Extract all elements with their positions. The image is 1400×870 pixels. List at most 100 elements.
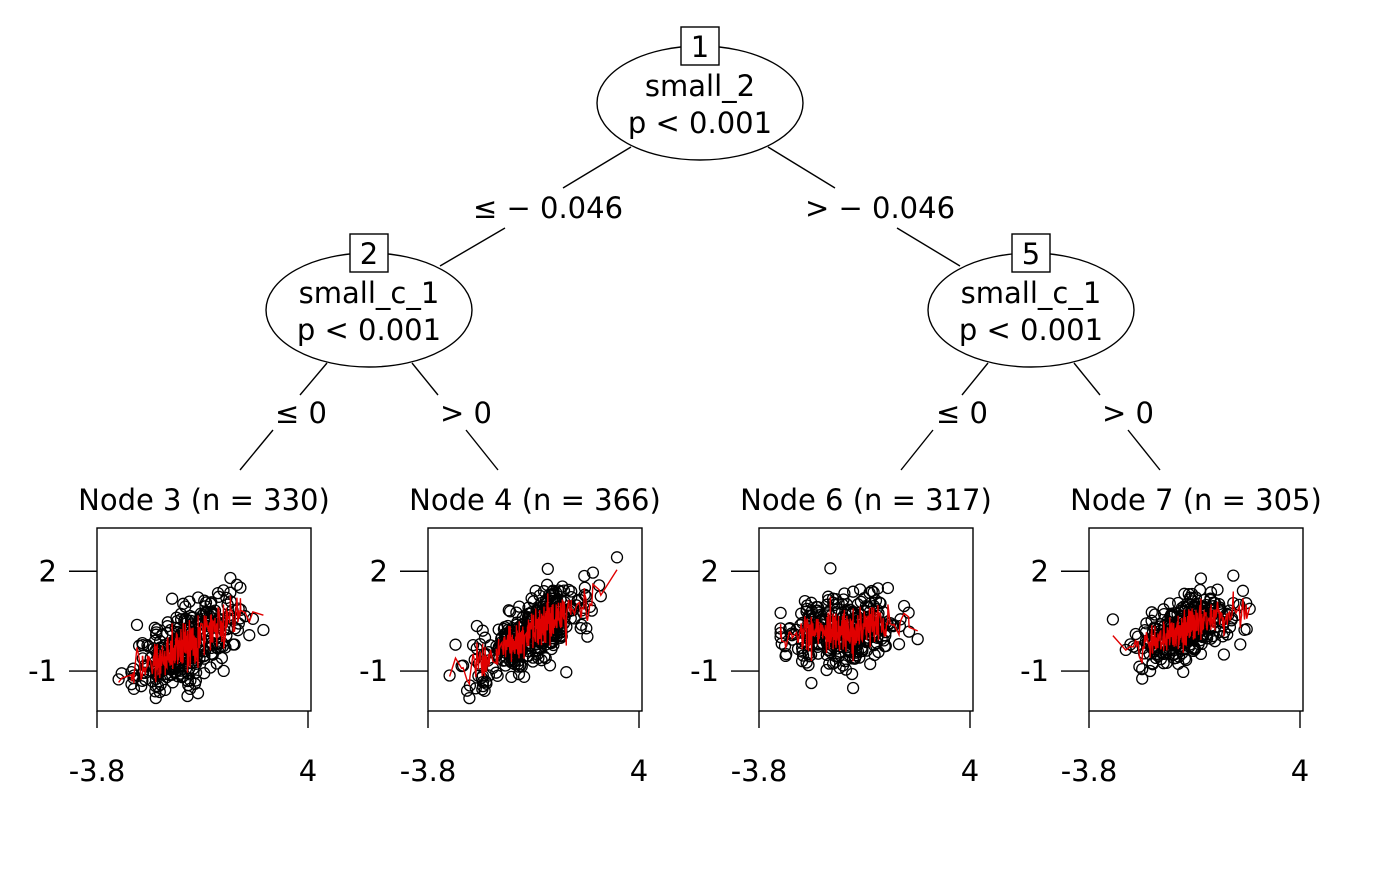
data-point xyxy=(1136,672,1149,685)
y-tick-label: 2 xyxy=(370,554,388,588)
data-point xyxy=(149,685,162,698)
data-point xyxy=(845,667,859,681)
fitted-line xyxy=(448,569,618,687)
data-point xyxy=(560,666,573,679)
edge-2-4-upper xyxy=(411,362,439,396)
x-tick-label: -3.8 xyxy=(731,754,788,788)
data-point xyxy=(812,647,825,660)
data-point xyxy=(1160,656,1173,669)
data-point xyxy=(1193,583,1207,597)
x-tick-label: 4 xyxy=(299,754,317,788)
data-point xyxy=(578,569,591,583)
data-point xyxy=(778,640,792,653)
data-point xyxy=(1143,664,1157,678)
panel-node-6: 2 -1 -3.8 4 xyxy=(690,527,979,788)
y-tick-label: -1 xyxy=(1020,654,1049,688)
data-point xyxy=(161,620,174,633)
data-point xyxy=(243,629,256,642)
data-point xyxy=(476,679,490,693)
data-point xyxy=(846,585,860,598)
data-point xyxy=(1148,608,1162,621)
edge-label-1-2: ≤ − 0.046 xyxy=(473,191,623,225)
fitted-line xyxy=(779,596,918,662)
data-point xyxy=(460,684,474,697)
edge-label-2-3: ≤ 0 xyxy=(275,396,327,430)
data-point xyxy=(529,645,542,658)
data-point xyxy=(879,625,892,639)
node-id: 5 xyxy=(1022,237,1040,271)
data-point xyxy=(864,597,877,610)
data-point xyxy=(130,618,144,632)
y-tick-label: -1 xyxy=(359,654,388,688)
terminal-title-7: Node 7 (n = 305) xyxy=(1070,483,1322,517)
data-point xyxy=(583,600,597,613)
data-point xyxy=(1106,613,1120,626)
y-tick-label: -1 xyxy=(28,654,57,688)
data-point xyxy=(805,676,818,690)
fitted-line xyxy=(118,595,264,684)
panel-node-3: 2 -1 -3.8 4 xyxy=(28,527,317,788)
data-point xyxy=(513,600,526,613)
data-point xyxy=(1180,653,1193,667)
data-point xyxy=(820,663,833,677)
data-point xyxy=(182,678,195,692)
inner-node-1: 1 small_2 p < 0.001 xyxy=(596,26,804,161)
node-id: 1 xyxy=(691,30,709,64)
data-point xyxy=(463,691,476,705)
data-point xyxy=(832,650,845,663)
node-variable: small_c_1 xyxy=(961,276,1102,310)
data-point xyxy=(897,599,911,613)
x-tick-label: 4 xyxy=(630,754,648,788)
edge-1-5-lower xyxy=(896,227,961,267)
node-pvalue: p < 0.001 xyxy=(628,106,772,140)
data-point xyxy=(512,660,525,673)
data-point xyxy=(228,638,241,651)
data-point xyxy=(165,592,179,605)
edge-1-5-upper xyxy=(767,146,836,189)
data-point xyxy=(1187,643,1201,656)
data-point xyxy=(1191,597,1204,610)
data-point xyxy=(177,597,190,610)
data-point xyxy=(210,657,223,670)
edge-1-2-upper xyxy=(562,146,632,189)
data-point xyxy=(529,584,542,597)
data-point xyxy=(1216,630,1229,643)
terminal-title-3: Node 3 (n = 330) xyxy=(78,483,330,517)
data-point xyxy=(1238,623,1251,637)
node-id: 2 xyxy=(360,237,378,271)
terminal-titles: Node 3 (n = 330) Node 4 (n = 366) Node 6… xyxy=(78,483,1322,517)
edge-labels: ≤ − 0.046 > − 0.046 ≤ 0 > 0 ≤ 0 > 0 xyxy=(275,191,1154,430)
data-point xyxy=(867,586,880,599)
data-point xyxy=(217,584,230,597)
data-point xyxy=(490,666,503,679)
data-point xyxy=(533,642,546,655)
data-point xyxy=(231,624,245,637)
edge-label-1-5: > − 0.046 xyxy=(805,191,955,225)
data-point xyxy=(234,581,247,594)
data-point xyxy=(838,587,851,600)
data-point xyxy=(868,648,881,662)
node-variable: small_c_1 xyxy=(299,276,440,310)
y-tick-label: 2 xyxy=(701,554,719,588)
terminal-panels: 2 -1 -3.8 4 2 -1 -3.8 4 2 -1 -3.8 4 2 -1 -3.8 4 xyxy=(28,527,1309,788)
data-point xyxy=(1129,627,1142,641)
data-point xyxy=(796,649,810,662)
node-id-box xyxy=(680,26,720,66)
data-point xyxy=(1182,588,1195,601)
y-tick-label: -1 xyxy=(690,654,719,688)
data-point xyxy=(911,632,924,646)
data-point xyxy=(469,682,482,695)
data-point xyxy=(844,645,857,659)
data-point xyxy=(1165,610,1178,623)
data-point xyxy=(198,645,212,658)
y-tick-label: 2 xyxy=(39,554,57,588)
data-point xyxy=(844,603,857,616)
x-tick-label: 4 xyxy=(961,754,979,788)
terminal-title-6: Node 6 (n = 317) xyxy=(740,483,992,517)
data-point xyxy=(1227,569,1240,582)
data-point xyxy=(160,670,174,684)
data-point xyxy=(188,677,202,690)
data-point xyxy=(208,604,222,617)
data-point xyxy=(1145,606,1158,619)
data-point xyxy=(1198,593,1211,607)
